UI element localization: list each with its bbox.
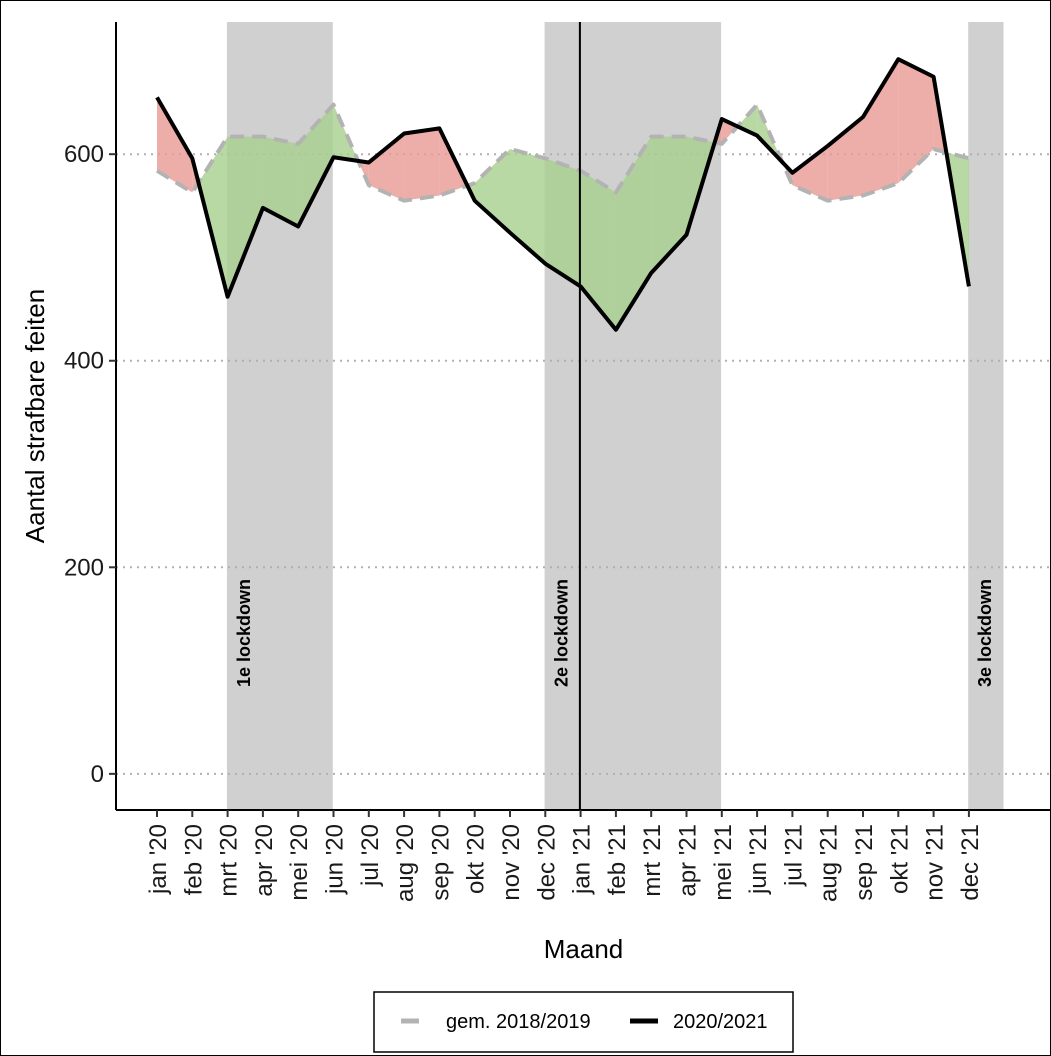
x-tick-label-18: jul '21 [780,824,807,887]
x-tick-label-1: feb '20 [180,824,207,895]
x-tick-label-12: jan '21 [569,824,596,895]
x-tick-label-23: dec '21 [957,824,984,901]
series-line-2020-2021 [155,57,971,332]
x-tick-label-10: nov '20 [498,824,525,901]
x-tick-label-7: aug '20 [392,824,419,902]
series-line-average [155,102,970,203]
x-tick-label-6: jul '20 [357,824,384,887]
x-tick-label-22: nov '21 [922,824,949,901]
fill-region-17 [651,136,687,273]
x-tick-label-20: sep '21 [851,824,878,901]
x-tick-label-3: apr '20 [251,824,278,897]
legend-label-2020-2021: 2020/2021 [673,1011,768,1033]
y-tick-label-400: 400 [64,348,104,375]
lockdown-label-2: 2e lockdown [552,579,572,687]
x-tick-label-4: mei '20 [286,824,313,901]
lockdown-labels: 1e lockdown 2e lockdown 3e lockdown [234,579,995,687]
fill-region-26 [863,59,899,196]
x-tick-label-9: okt '20 [463,824,490,894]
fill-region-16 [615,136,652,330]
x-tick-label-21: okt '21 [886,824,913,894]
lockdown-band-3 [968,22,1004,810]
fill-region-0 [157,97,193,193]
fill-region-5 [298,104,334,227]
fill-region-4 [262,136,299,227]
y-tick-label-200: 200 [64,554,104,581]
fill-region-2 [198,136,228,297]
fill-region-14 [545,158,581,287]
fill-region-23 [782,162,793,186]
y-tick-label-600: 600 [64,141,104,168]
y-tick-label-0: 0 [91,761,104,788]
legend-box [373,991,794,1053]
axes: 0 200 400 600 jan '20 feb '20 mrt '20 apr '20 me… [64,22,1051,902]
x-tick-label-0: jan '20 [145,824,172,895]
x-tick-label-13: feb '21 [604,824,631,895]
series-lines [155,57,971,332]
fill-region-13 [510,149,546,264]
fill-region-8 [368,133,405,201]
lockdown-label-3: 3e lockdown [975,579,995,687]
legend: gem. 2018/2019 2020/2021 [373,991,794,1053]
x-axis-title: Maand [544,934,624,964]
x-tick-label-2: mrt '20 [216,824,243,897]
fill-region-3 [227,136,263,297]
x-tick-label-19: aug '21 [816,824,843,902]
legend-label-average: gem. 2018/2019 [446,1011,591,1033]
fill-region-15 [580,170,616,330]
y-axis-title: Aantal strafbare feiten [20,289,50,543]
difference-fill [157,59,969,330]
fill-region-9 [404,128,440,201]
fill-region-12 [474,149,510,233]
lockdown-label-1: 1e lockdown [234,579,254,687]
x-tick-label-11: dec '20 [533,824,560,901]
x-tick-label-16: mei '21 [710,824,737,901]
x-tick-label-8: sep '20 [427,824,454,901]
x-tick-label-17: jun '21 [745,824,772,895]
x-tick-label-15: apr '21 [675,824,702,897]
fill-region-27 [898,59,934,184]
x-tick-label-5: jun '20 [322,824,349,895]
x-tick-label-14: mrt '21 [639,824,666,897]
fill-region-25 [827,117,863,201]
